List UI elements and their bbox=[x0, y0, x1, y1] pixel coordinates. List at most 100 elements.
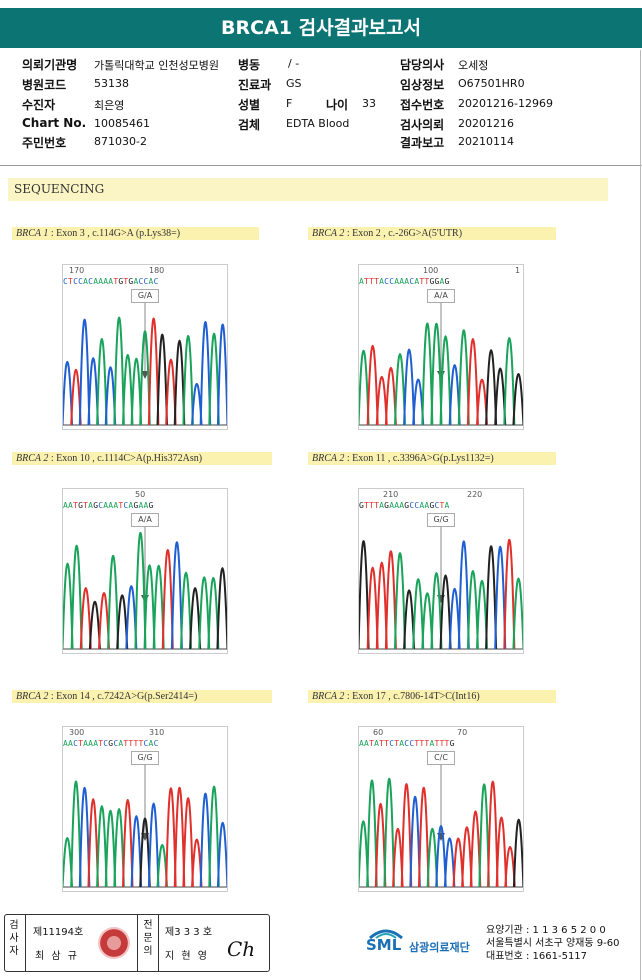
institution-address: 서울특별시 서초구 양재동 9-60 bbox=[486, 938, 620, 949]
base-call: A bbox=[394, 277, 400, 286]
position-number: 210 bbox=[383, 490, 399, 499]
info-label: 임상정보 bbox=[400, 78, 445, 92]
vlabel-char: 자 bbox=[9, 946, 19, 957]
base-call: G bbox=[449, 739, 455, 748]
base-call: T bbox=[364, 501, 370, 510]
info-label: 주민번호 bbox=[22, 136, 67, 150]
base-call: A bbox=[103, 501, 109, 510]
base-call: T bbox=[414, 739, 420, 748]
page-border bbox=[640, 50, 641, 980]
base-call: T bbox=[369, 501, 375, 510]
trace-peak bbox=[403, 348, 416, 426]
trace-peak bbox=[384, 550, 397, 650]
trace-peak bbox=[485, 545, 498, 650]
trace-peak bbox=[495, 816, 508, 888]
position-number: 180 bbox=[149, 266, 165, 275]
trace-peak bbox=[374, 802, 387, 888]
info-value: EDTA Blood bbox=[286, 117, 350, 130]
base-call: A bbox=[379, 277, 385, 286]
base-call: A bbox=[399, 739, 405, 748]
base-call: A bbox=[439, 277, 445, 286]
trace-peak bbox=[87, 357, 99, 426]
base-call: C bbox=[153, 739, 159, 748]
gene-name: BRCA 2 bbox=[312, 453, 345, 464]
gene-name: BRCA 2 bbox=[16, 453, 49, 464]
gene-name: BRCA 1 bbox=[16, 228, 49, 239]
seal-stamp bbox=[98, 927, 130, 959]
trace-peak bbox=[179, 572, 193, 650]
base-call: A bbox=[379, 501, 385, 510]
trace-peak bbox=[199, 792, 212, 888]
genotype-box: A/A bbox=[427, 289, 455, 303]
trace-peak bbox=[208, 786, 220, 888]
base-call: G bbox=[434, 277, 440, 286]
variant-description: : Exon 3 , c.114G>A (p.Lys38=) bbox=[48, 228, 181, 239]
base-call: T bbox=[394, 739, 400, 748]
trace-peak bbox=[366, 779, 378, 888]
info-label: 결과보고 bbox=[400, 136, 445, 150]
institution-phone: 대표번호 : 1661-5117 bbox=[486, 951, 588, 962]
trace-peak bbox=[147, 317, 160, 426]
trace-peak bbox=[512, 372, 523, 426]
trace-peak bbox=[421, 592, 434, 650]
trace-peak bbox=[426, 828, 439, 888]
trace-peak bbox=[461, 826, 473, 888]
genotype-box: C/C bbox=[427, 751, 455, 765]
base-call: T bbox=[133, 739, 139, 748]
trace-peak bbox=[63, 360, 74, 426]
base-call: A bbox=[143, 501, 149, 510]
trace-peak bbox=[182, 335, 194, 426]
trace-peak bbox=[70, 780, 82, 888]
base-call: A bbox=[68, 501, 74, 510]
info-label: 검체 bbox=[238, 118, 261, 132]
base-call: G bbox=[404, 501, 410, 510]
trace-peak bbox=[182, 797, 194, 888]
trace-peak bbox=[466, 570, 479, 650]
base-call: C bbox=[389, 739, 395, 748]
base-call: A bbox=[148, 277, 154, 286]
base-call: A bbox=[399, 277, 405, 286]
base-call: G bbox=[429, 277, 435, 286]
report-title: BRCA1 검사결과보고서 bbox=[0, 8, 642, 48]
base-call: A bbox=[88, 739, 94, 748]
trace-peak bbox=[469, 810, 482, 888]
info-label: 나이 bbox=[326, 98, 349, 112]
base-call: T bbox=[68, 277, 74, 286]
base-call: C bbox=[414, 501, 420, 510]
trace-peak bbox=[78, 787, 91, 888]
base-call: T bbox=[374, 501, 380, 510]
base-call: T bbox=[118, 501, 124, 510]
trace-peak bbox=[130, 357, 143, 426]
base-call: G bbox=[93, 501, 99, 510]
variant-description: : Exon 11 , c.3396A>G(p.Lys1132=) bbox=[344, 453, 494, 464]
base-call: G bbox=[359, 501, 365, 510]
trace-peak bbox=[198, 576, 211, 650]
trace-peak bbox=[116, 594, 129, 650]
specialist-license: 제3 3 3 호 bbox=[165, 927, 213, 938]
base-call: A bbox=[83, 739, 89, 748]
base-call: T bbox=[424, 739, 430, 748]
trace-peak bbox=[70, 545, 83, 650]
base-call: C bbox=[78, 277, 84, 286]
sml-logo: SML 삼광의료재단 bbox=[366, 924, 486, 964]
base-call: C bbox=[409, 501, 415, 510]
variant-label: BRCA 2 : Exon 11 , c.3396A>G(p.Lys1132=) bbox=[308, 452, 556, 465]
base-call: A bbox=[359, 277, 365, 286]
base-call: T bbox=[73, 501, 79, 510]
info-value: O67501HR0 bbox=[458, 77, 525, 90]
chromatogram: 50 AATGTAGCAAATCAGAAG A/A bbox=[62, 488, 228, 654]
base-call: A bbox=[113, 501, 119, 510]
trace-peak bbox=[113, 808, 125, 888]
base-sequence: AATATTCTACCTTTATTTG bbox=[359, 739, 523, 748]
trace-svg bbox=[63, 303, 227, 426]
base-call: C bbox=[409, 277, 415, 286]
trace-peak bbox=[366, 345, 379, 426]
base-call: C bbox=[143, 277, 149, 286]
base-call: T bbox=[123, 739, 129, 748]
base-call: C bbox=[73, 277, 79, 286]
info-label: 병원코드 bbox=[22, 78, 67, 92]
trace-peak bbox=[393, 552, 407, 650]
trace-peak bbox=[503, 538, 516, 650]
marker-arrow-icon bbox=[141, 371, 149, 379]
base-call: T bbox=[419, 739, 425, 748]
